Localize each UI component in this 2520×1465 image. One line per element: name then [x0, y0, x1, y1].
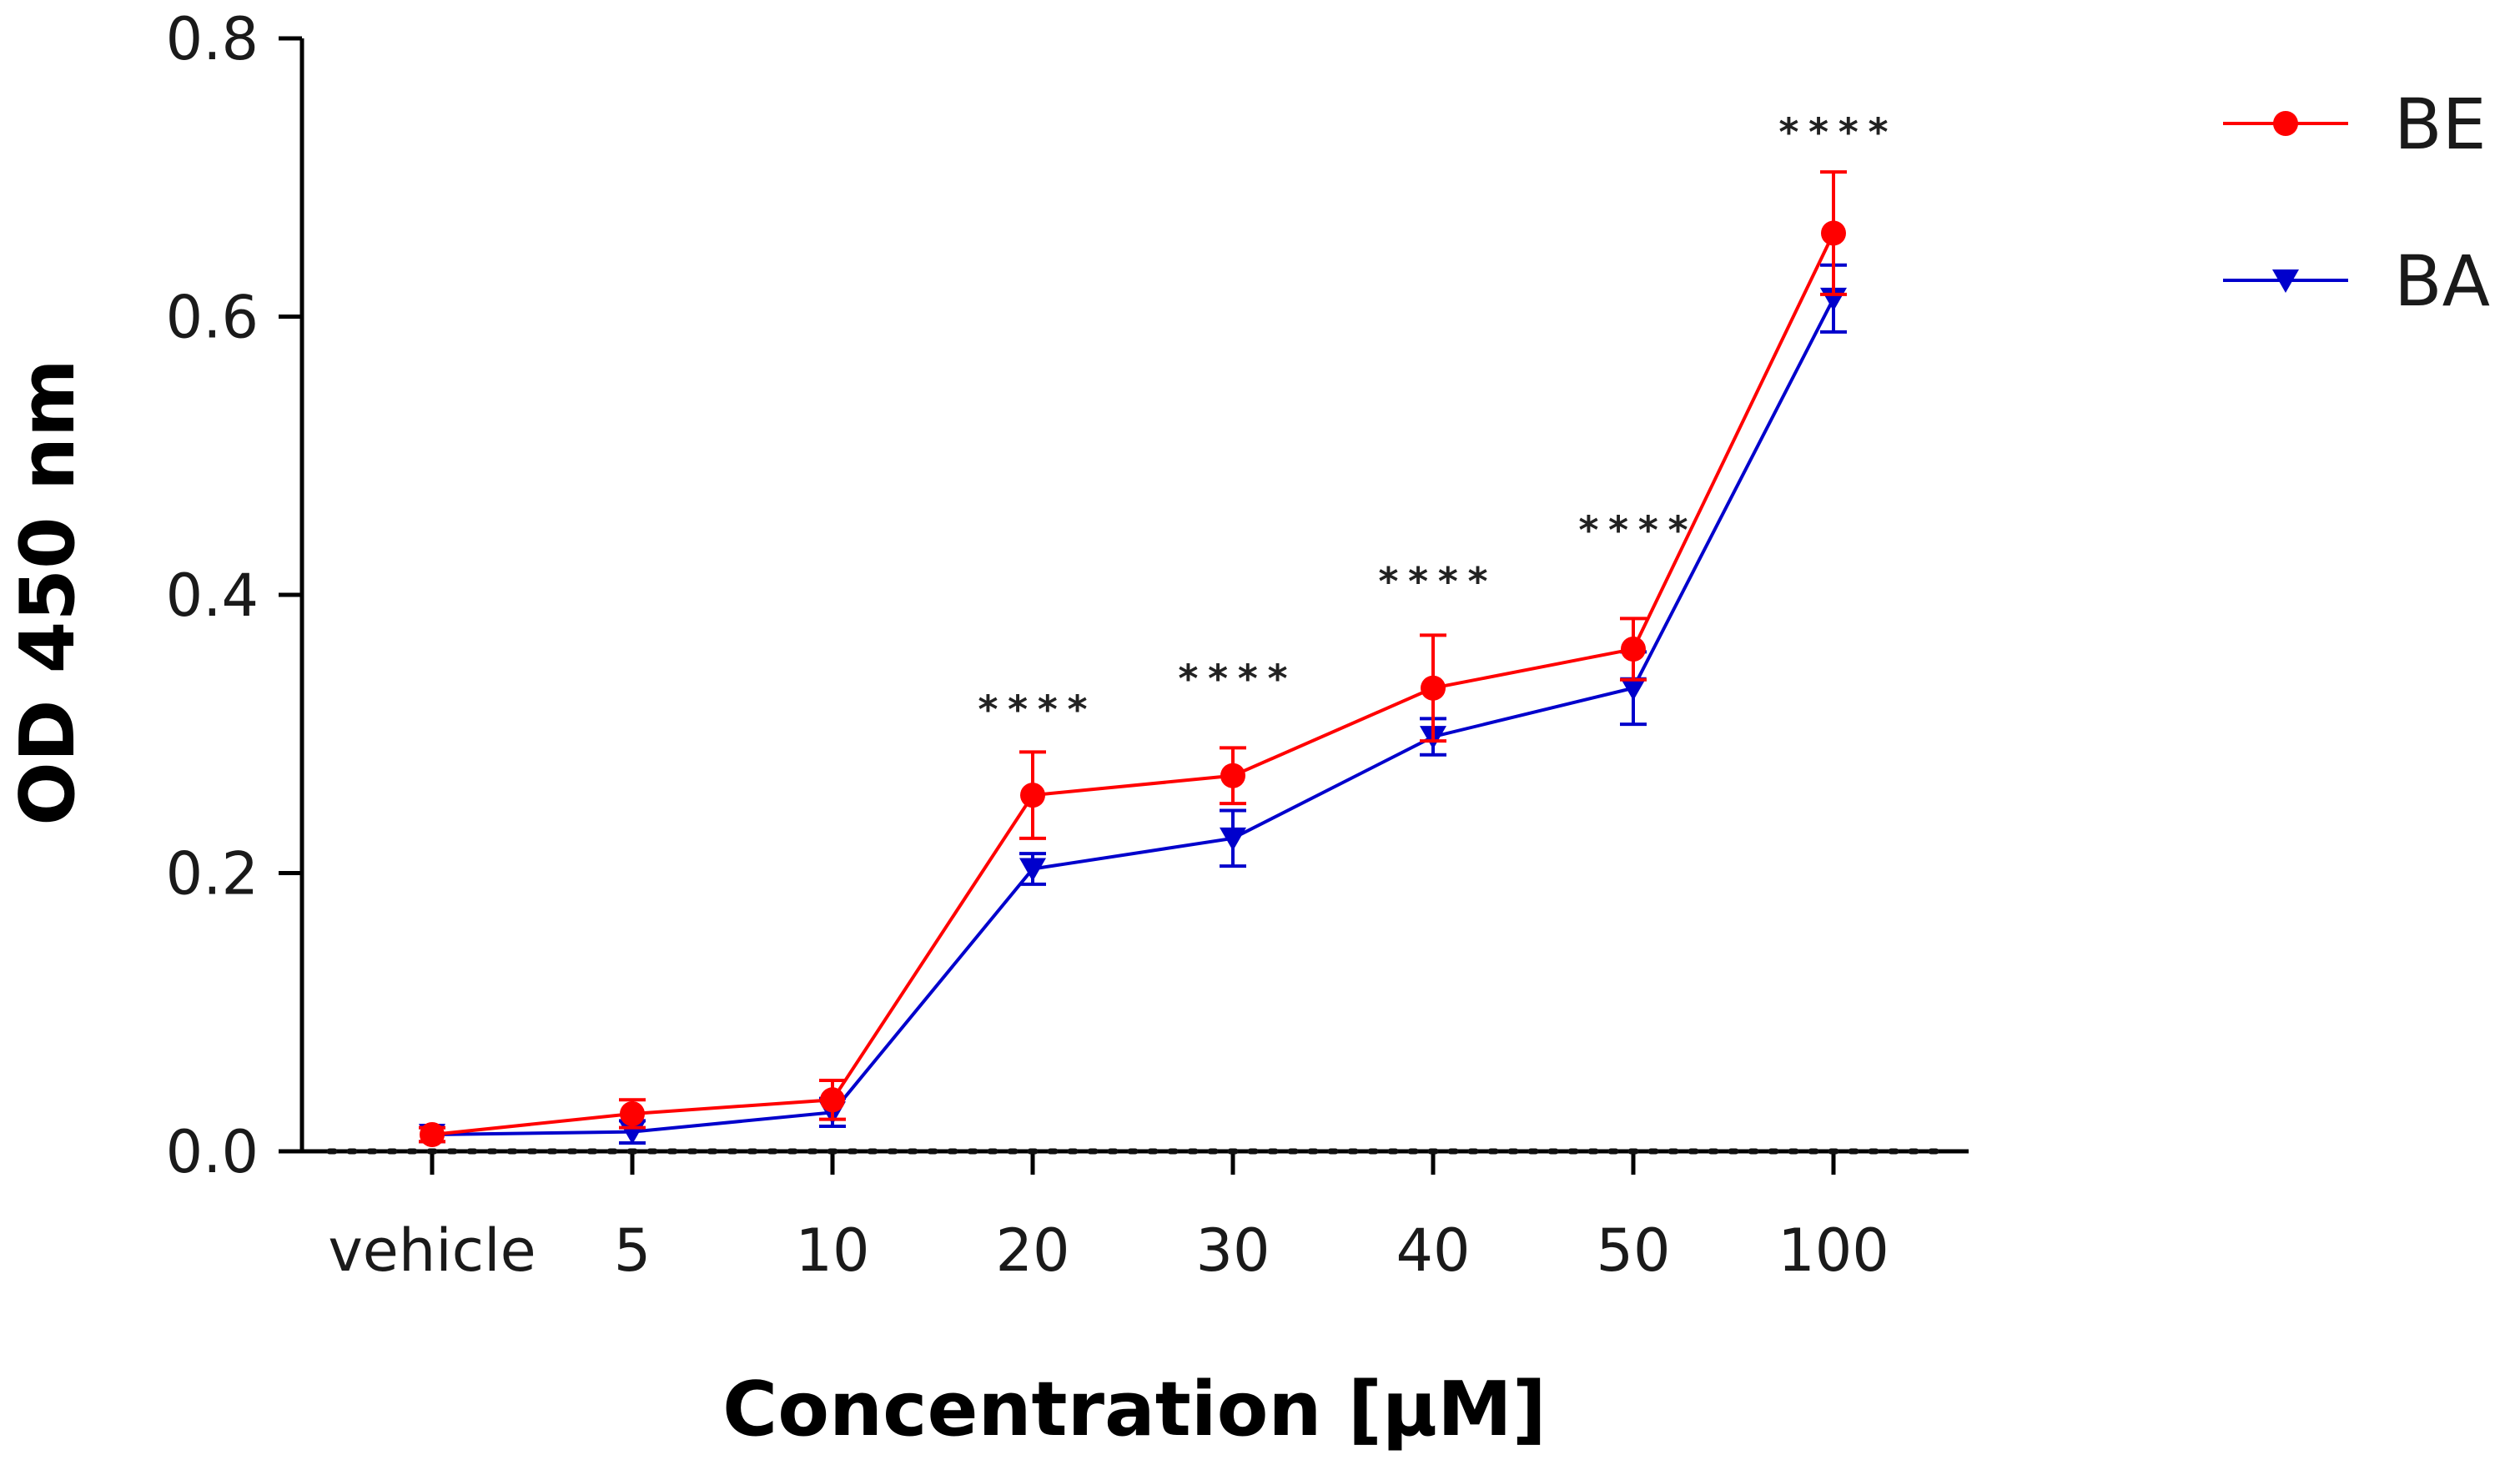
point-be — [1421, 675, 1446, 701]
series-ba — [419, 263, 1847, 1147]
legend-item-ba: BA — [2223, 240, 2490, 322]
legend-label-be: BE — [2394, 83, 2487, 165]
significance-label: **** — [977, 687, 1096, 732]
y-axis-title: OD 450 nm — [4, 359, 92, 826]
point-be — [420, 1121, 445, 1147]
legend-item-be: BE — [2223, 83, 2487, 165]
legend: BE BA — [2223, 83, 2490, 322]
point-be — [1020, 783, 1045, 808]
x-tick-label: 50 — [1596, 1216, 1670, 1285]
x-tick-label: 40 — [1396, 1216, 1470, 1285]
x-tick-label: vehicle — [328, 1216, 536, 1285]
legend-label-ba: BA — [2394, 240, 2490, 322]
point-ba — [1019, 858, 1046, 882]
significance-label: **** — [1377, 559, 1496, 604]
point-ba — [1620, 677, 1647, 701]
x-tick-label: 30 — [1195, 1216, 1270, 1285]
point-be — [1220, 763, 1245, 788]
y-tick-label: 0.8 — [166, 5, 259, 73]
series-line-ba — [431, 297, 1835, 1136]
point-ba — [1220, 827, 1246, 851]
x-tick-label: 5 — [614, 1216, 651, 1285]
significance-label: **** — [1577, 507, 1697, 552]
y-tick-label: 0.4 — [166, 561, 259, 630]
series-layer — [419, 170, 1847, 1147]
x-tick-label: 10 — [795, 1216, 869, 1285]
significance-label: **** — [1177, 657, 1296, 702]
significance-annotations: **** **** **** **** **** — [977, 109, 1897, 732]
y-tick-label: 0.2 — [166, 840, 259, 909]
y-tick-label: 0.0 — [166, 1118, 259, 1186]
legend-marker-be — [2273, 111, 2298, 136]
x-tick-label: 20 — [995, 1216, 1069, 1285]
significance-label: **** — [1778, 109, 1897, 154]
axes: 0.0 0.2 0.4 0.6 0.8 vehicle 5 10 20 30 40 50 100 — [166, 5, 1969, 1285]
x-axis-title: Concentration [μM] — [722, 1366, 1547, 1453]
series-be — [419, 170, 1847, 1147]
x-tick-label: 100 — [1778, 1216, 1889, 1285]
point-be — [1621, 637, 1646, 662]
point-be — [620, 1100, 645, 1126]
y-tick-label: 0.6 — [166, 284, 259, 352]
legend-marker-ba — [2272, 269, 2299, 293]
point-be — [1821, 220, 1846, 246]
series-line-be — [431, 232, 1835, 1136]
point-be — [820, 1087, 845, 1113]
